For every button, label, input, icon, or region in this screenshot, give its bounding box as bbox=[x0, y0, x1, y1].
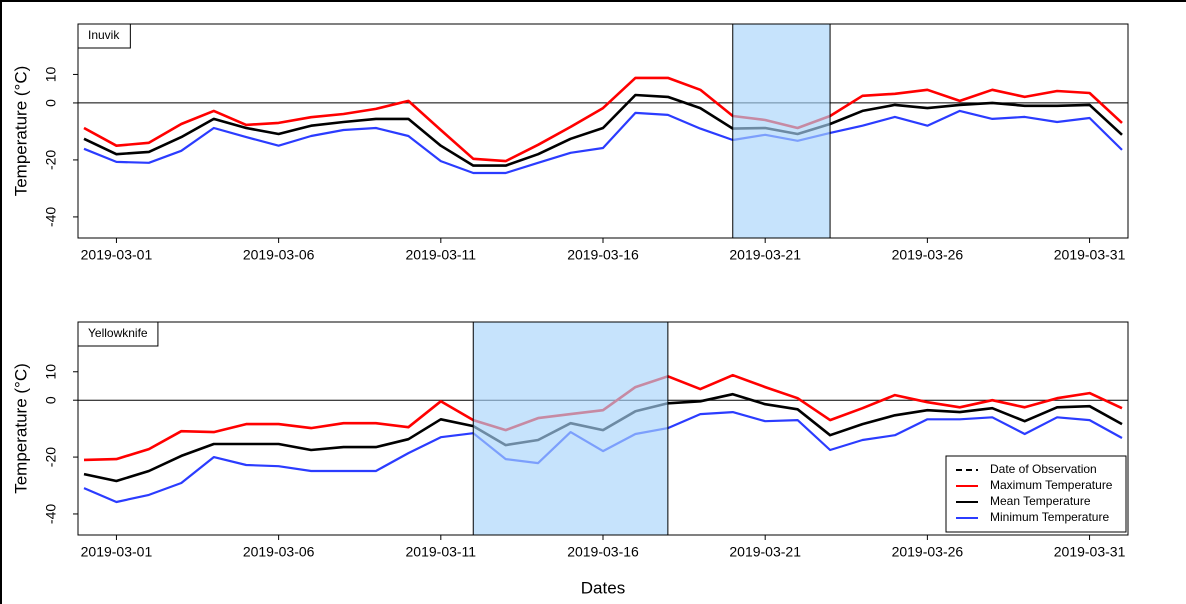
x-tick-label: 2019-03-01 bbox=[81, 544, 153, 560]
y-tick-label: 0 bbox=[43, 99, 59, 107]
legend-box bbox=[945, 455, 1127, 533]
x-axis-label: Dates bbox=[581, 578, 625, 597]
y-axis-label: Temperature (°C) bbox=[11, 66, 30, 197]
y-tick-label: -40 bbox=[43, 207, 59, 227]
x-tick-label: 2019-03-11 bbox=[406, 544, 477, 560]
series-line bbox=[83, 93, 1123, 167]
y-tick-label: 10 bbox=[43, 364, 59, 380]
legend-label: Date of Observation bbox=[990, 462, 1097, 476]
x-tick-label: 2019-03-26 bbox=[892, 247, 964, 263]
legend-label: Minimum Temperature bbox=[990, 510, 1109, 524]
x-tick-label: 2019-03-06 bbox=[243, 247, 315, 263]
series-line bbox=[83, 109, 1123, 175]
plot-area bbox=[78, 322, 1128, 535]
panel-label-box bbox=[77, 321, 159, 347]
panel-label-box bbox=[77, 23, 131, 49]
observation-band bbox=[732, 24, 831, 238]
legend-label: Maximum Temperature bbox=[990, 478, 1113, 492]
x-tick-label: 2019-03-16 bbox=[567, 247, 639, 263]
legend-label: Mean Temperature bbox=[990, 494, 1091, 508]
panel-label: Inuvik bbox=[88, 28, 120, 42]
y-tick-label: 0 bbox=[43, 396, 59, 404]
x-tick-label: 2019-03-31 bbox=[1054, 247, 1126, 263]
observation-band bbox=[472, 322, 669, 535]
plot-area bbox=[78, 24, 1128, 238]
y-tick-label: -20 bbox=[43, 447, 59, 467]
x-tick-label: 2019-03-21 bbox=[729, 544, 801, 560]
x-tick-label: 2019-03-26 bbox=[892, 544, 964, 560]
x-tick-label: 2019-03-06 bbox=[243, 544, 315, 560]
x-tick-label: 2019-03-21 bbox=[729, 247, 801, 263]
y-tick-label: -20 bbox=[43, 150, 59, 170]
y-tick-label: -40 bbox=[43, 504, 59, 524]
x-tick-label: 2019-03-01 bbox=[81, 247, 153, 263]
series-line bbox=[83, 76, 1123, 163]
panel-label: Yellowknife bbox=[88, 326, 148, 340]
y-axis-label: Temperature (°C) bbox=[11, 363, 30, 494]
x-tick-label: 2019-03-31 bbox=[1054, 544, 1126, 560]
y-tick-label: 10 bbox=[43, 66, 59, 82]
x-tick-label: 2019-03-16 bbox=[567, 544, 639, 560]
x-tick-label: 2019-03-11 bbox=[406, 247, 477, 263]
